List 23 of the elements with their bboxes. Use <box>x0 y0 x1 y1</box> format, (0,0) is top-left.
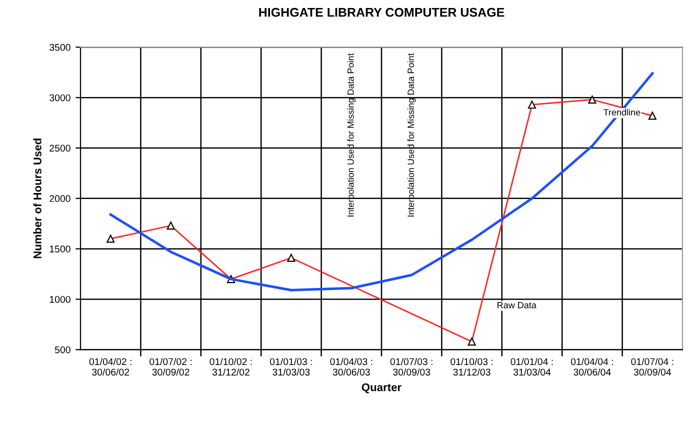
x-tick-label: 01/07/02 : 30/09/02 <box>150 358 192 376</box>
series-label: Trendline <box>604 108 640 116</box>
x-tick-label: 01/01/03 : 31/03/03 <box>270 358 312 376</box>
x-tick-label: 01/01/04 : 31/03/04 <box>510 358 553 376</box>
y-tick-label: 2000 <box>50 195 70 202</box>
x-tick-label: 01/04/04 : 30/06/04 <box>570 358 613 376</box>
x-tick-label: 01/07/04 : 30/09/04 <box>631 358 674 376</box>
y-tick-label: 500 <box>54 346 70 354</box>
y-tick-label: 3000 <box>50 94 70 102</box>
y-tick-label: 1000 <box>50 296 70 303</box>
chart-title: HIGHGATE LIBRARY COMPUTER USAGE <box>259 8 504 17</box>
x-axis-title: Quarter <box>362 383 402 394</box>
x-tick-label: 01/04/03 : 30/06/03 <box>330 358 372 376</box>
x-tick-label: 01/04/02 : 30/06/02 <box>89 358 132 376</box>
y-tick-label: 1500 <box>50 246 70 252</box>
y-axis-title: Number of Hours Used <box>33 138 42 258</box>
y-tick-label: 3500 <box>50 44 70 51</box>
x-tick-label: 01/10/02 : 31/12/02 <box>210 358 252 376</box>
x-tick-label: 01/07/03 : 30/09/03 <box>390 358 432 376</box>
x-tick-label: 01/10/03 : 31/12/03 <box>450 358 493 376</box>
line-series <box>109 72 654 292</box>
series-label: Raw Data <box>498 302 536 308</box>
y-tick-label: 2500 <box>50 144 70 152</box>
